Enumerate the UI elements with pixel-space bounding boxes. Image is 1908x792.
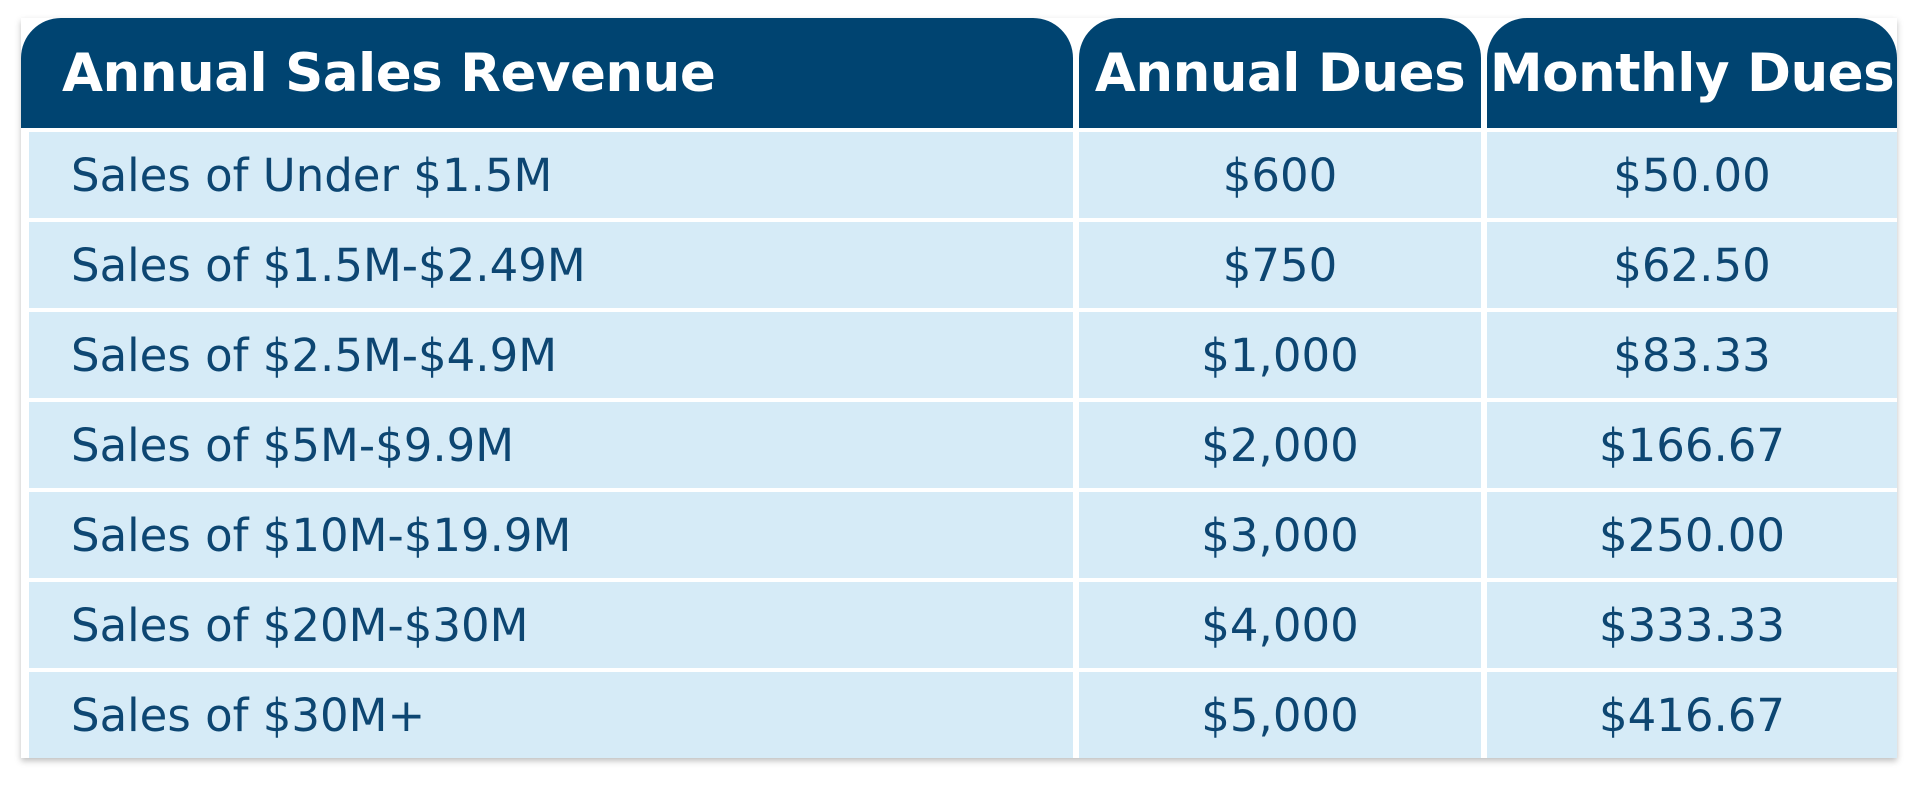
revenue-cell: Sales of $20M-$30M: [21, 582, 1073, 668]
annual-dues-cell: $3,000: [1079, 492, 1481, 578]
revenue-cell: Sales of $10M-$19.9M: [21, 492, 1073, 578]
monthly-dues-cell: $166.67: [1487, 402, 1897, 488]
revenue-cell: Sales of $1.5M-$2.49M: [21, 222, 1073, 308]
monthly-dues-cell: $83.33: [1487, 312, 1897, 398]
annual-dues-cell: $5,000: [1079, 672, 1481, 758]
revenue-cell: Sales of $5M-$9.9M: [21, 402, 1073, 488]
dues-table-grid: Annual Sales Revenue Annual Dues Monthly…: [21, 18, 1897, 758]
monthly-dues-cell: $333.33: [1487, 582, 1897, 668]
header-annual-sales-revenue: Annual Sales Revenue: [21, 18, 1073, 128]
monthly-dues-cell: $62.50: [1487, 222, 1897, 308]
annual-dues-cell: $750: [1079, 222, 1481, 308]
revenue-cell: Sales of $2.5M-$4.9M: [21, 312, 1073, 398]
monthly-dues-cell: $250.00: [1487, 492, 1897, 578]
annual-dues-cell: $2,000: [1079, 402, 1481, 488]
revenue-cell: Sales of Under $1.5M: [21, 132, 1073, 218]
annual-dues-cell: $1,000: [1079, 312, 1481, 398]
monthly-dues-cell: $50.00: [1487, 132, 1897, 218]
dues-table: Annual Sales Revenue Annual Dues Monthly…: [21, 18, 1897, 758]
revenue-cell: Sales of $30M+: [21, 672, 1073, 758]
annual-dues-cell: $4,000: [1079, 582, 1481, 668]
header-annual-dues: Annual Dues: [1079, 18, 1481, 128]
monthly-dues-cell: $416.67: [1487, 672, 1897, 758]
annual-dues-cell: $600: [1079, 132, 1481, 218]
header-monthly-dues: Monthly Dues: [1487, 18, 1897, 128]
